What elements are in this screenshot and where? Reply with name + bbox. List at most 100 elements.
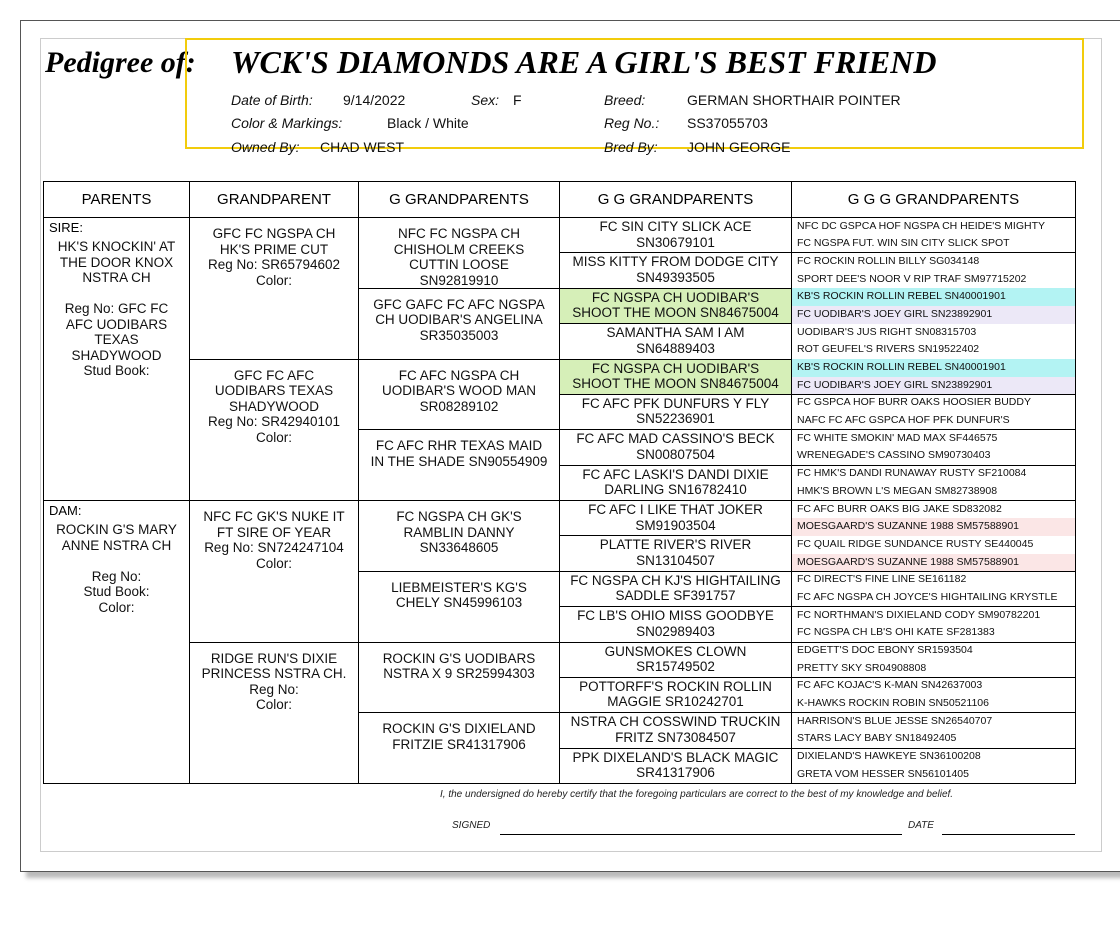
ggg-pair-cell xyxy=(791,747,1076,784)
text-line xyxy=(44,553,189,569)
g-grandparent-cell: ROCKIN G'S DIXIELAND FRITZIE SR41317906 xyxy=(358,712,560,784)
text-line: FRITZIE SR41317906 xyxy=(392,736,526,752)
text-line: FC LB'S OHIO MISS GOODBYE xyxy=(577,608,774,624)
text-line: Color: xyxy=(255,272,292,288)
text-line: ROCKIN G'S MARY xyxy=(56,522,177,537)
text-line: Stud Book: xyxy=(83,363,150,378)
field-value: Black / White xyxy=(387,115,469,131)
text-line: NSTRA CH COSSWIND TRUCKIN xyxy=(570,714,781,730)
parent-role: SIRE: xyxy=(49,220,83,235)
g-grandparent-cell: FC AFC NGSPA CH UODIBAR'S WOOD MAN SR08289… xyxy=(358,358,560,431)
text-line: SN02989403 xyxy=(636,623,715,639)
field-value: JOHN GEORGE xyxy=(687,139,791,155)
text-line: SN33648605 xyxy=(419,540,499,555)
text-line: CHELY SN45996103 xyxy=(395,595,523,611)
ggg-grandparent: SPORT DEE'S NOOR V RIP TRAF SM97715202 xyxy=(797,272,1027,285)
text-line: PLATTE RIVER'S RIVER xyxy=(599,537,752,553)
ggg-grandparent: WRENEGADE'S CASSINO SM90730403 xyxy=(797,449,991,462)
field-label: Bred By: xyxy=(604,139,658,155)
text-line: Reg No: xyxy=(91,568,142,584)
ggg-grandparent: HARRISON'S BLUE JESSE SN26540707 xyxy=(797,714,993,727)
text-line: GUNSMOKES CLOWN xyxy=(604,643,747,659)
text-line: ANNE NSTRA CH xyxy=(61,537,172,553)
text-line: Stud Book: xyxy=(83,584,150,599)
ggg-grandparent: NFC DC GSPCA HOF NGSPA CH HEIDE'S MIGHTY xyxy=(797,219,1046,232)
gg-grandparent-cell: MISS KITTY FROM DODGE CITY SN49393505 xyxy=(559,252,792,289)
text-line: FRITZ SN73084507 xyxy=(615,729,736,745)
text-line: ROCKIN G'S UODIBARS xyxy=(382,650,536,666)
grandparent-cell: RIDGE RUN'S DIXIE PRINCESS NSTRA CH. Reg N… xyxy=(189,641,359,784)
text-line: AFC UODIBARS xyxy=(65,316,168,332)
gg-grandparent-cell: FC AFC I LIKE THAT JOKER SM91903504 xyxy=(559,500,792,537)
g-grandparent-cell: GFC GAFC FC AFC NGSPA CH UODIBAR'S ANGELI… xyxy=(358,287,560,360)
field-label: Sex: xyxy=(471,92,500,108)
text-line: CUTTIN LOOSE xyxy=(409,257,509,272)
text-line xyxy=(44,286,189,302)
ggg-grandparent: NAFC FC AFC GSPCA HOF PFK DUNFUR'S xyxy=(797,414,1010,427)
gg-grandparent-cell: SAMANTHA SAM I AM SN64889403 xyxy=(559,323,792,360)
text-line: PRINCESS NSTRA CH. xyxy=(201,666,347,681)
signed-label: SIGNED xyxy=(452,820,491,831)
gg-grandparent-cell: FC AFC MAD CASSINO'S BECK SN00807504 xyxy=(559,429,792,466)
text-line: SADDLE SF391757 xyxy=(615,588,736,604)
text-line: FT SIRE OF YEAR xyxy=(216,524,332,540)
grandparent-cell: NFC FC GK'S NUKE IT FT SIRE OF YEAR Reg No… xyxy=(189,500,359,643)
text-line: GFC GAFC FC AFC NGSPA xyxy=(373,296,545,312)
text-line: SN64889403 xyxy=(636,340,715,356)
text-line: SN49393505 xyxy=(636,269,715,285)
text-line: Reg No: SN724247104 xyxy=(204,540,344,555)
text-line: SR41317906 xyxy=(636,765,715,781)
text-line: SHADYWOOD xyxy=(71,347,162,363)
text-line: MISS KITTY FROM DODGE CITY xyxy=(572,254,779,270)
text-line: RAMBLIN DANNY xyxy=(403,524,515,540)
column-header: GRANDPARENT xyxy=(189,181,359,218)
ggg-grandparent: FC AFC KOJAC'S K-MAN SN42637003 xyxy=(797,679,983,692)
text-line: SN30679101 xyxy=(636,234,715,250)
text-line: GFC FC AFC xyxy=(233,367,315,383)
gg-grandparent-cell: PLATTE RIVER'S RIVER SN13104507 xyxy=(559,535,792,572)
gg-grandparent-cell: GUNSMOKES CLOWN SR15749502 xyxy=(559,641,792,678)
text-line: Color: xyxy=(255,555,292,571)
text-line: SM91903504 xyxy=(635,517,716,533)
field-value: 9/14/2022 xyxy=(343,92,406,108)
text-line: SHADYWOOD xyxy=(228,398,319,414)
field-value: GERMAN SHORTHAIR POINTER xyxy=(687,92,901,108)
date-line xyxy=(942,834,1075,835)
ggg-grandparent: FC ROCKIN ROLLIN BILLY SG034148 xyxy=(797,254,980,267)
dog-name: WCK'S DIAMONDS ARE A GIRL'S BEST FRIEND xyxy=(231,44,937,80)
ggg-grandparent: PRETTY SKY SR04908808 xyxy=(797,661,927,674)
text-line: UODIBAR'S WOOD MAN xyxy=(381,383,537,398)
text-line: HK'S PRIME CUT xyxy=(219,241,329,257)
ggg-grandparent: HMK'S BROWN L'S MEGAN SM82738908 xyxy=(797,484,998,497)
ggg-grandparent: K-HAWKS ROCKIN ROBIN SN50521106 xyxy=(797,697,989,710)
text-line: FC AFC NGSPA CH xyxy=(398,367,520,383)
text-line: SHOOT THE MOON SN84675004 xyxy=(572,305,779,321)
field-value: F xyxy=(513,92,522,108)
ggg-grandparent: FC AFC BURR OAKS BIG JAKE SD832082 xyxy=(797,502,1002,515)
parent-name: ROCKIN G'S MARY ANNE NSTRA CH Reg No: Stud … xyxy=(44,518,189,615)
column-header: G G GRANDPARENTS xyxy=(559,181,792,218)
text-line: FC NGSPA CH GK'S xyxy=(396,509,522,524)
ggg-grandparent: ROT GEUFEL'S RIVERS SN19522402 xyxy=(797,343,980,356)
text-line: FC AFC I LIKE THAT JOKER xyxy=(588,502,763,517)
text-line: SN13104507 xyxy=(636,552,715,568)
selection-box xyxy=(185,38,1084,149)
text-line: NFC FC GK'S NUKE IT xyxy=(203,509,345,524)
ggg-grandparent: FC UODIBAR'S JOEY GIRL SN23892901 xyxy=(792,305,1075,324)
text-line: IN THE SHADE SN90554909 xyxy=(370,453,548,469)
text-line: FC AFC PFK DUNFURS Y FLY xyxy=(581,395,770,411)
text-line: SAMANTHA SAM I AM xyxy=(606,325,745,341)
text-line: SR15749502 xyxy=(636,659,715,674)
ggg-grandparent: DIXIELAND'S HAWKEYE SN36100208 xyxy=(797,750,981,763)
text-line: NFC FC NGSPA CH xyxy=(397,226,520,241)
g-grandparent-cell: FC AFC RHR TEXAS MAID IN THE SHADE SN9055… xyxy=(358,429,560,501)
ggg-grandparent: FC QUAIL RIDGE SUNDANCE RUSTY SE440045 xyxy=(797,537,1034,550)
gg-grandparent-cell: NSTRA CH COSSWIND TRUCKIN FRITZ SN7308450… xyxy=(559,712,792,749)
text-line: SR08289102 xyxy=(419,398,499,414)
parent-cell: DAM: ROCKIN G'S MARY ANNE NSTRA CH Reg No: S… xyxy=(43,500,190,784)
signature-line xyxy=(500,834,902,835)
field-label: Color & Markings: xyxy=(231,115,343,131)
text-line: NSTRA X 9 SR25994303 xyxy=(383,666,535,681)
sheet xyxy=(20,20,1120,872)
